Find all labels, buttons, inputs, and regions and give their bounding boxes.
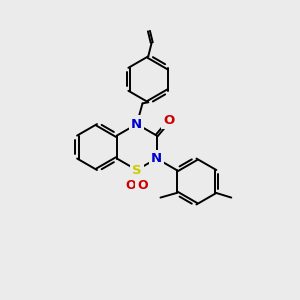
Text: O: O [126,179,136,192]
Text: O: O [137,179,148,192]
Text: O: O [164,114,175,127]
Text: S: S [132,164,142,176]
Text: N: N [151,152,162,165]
Text: N: N [131,118,142,130]
